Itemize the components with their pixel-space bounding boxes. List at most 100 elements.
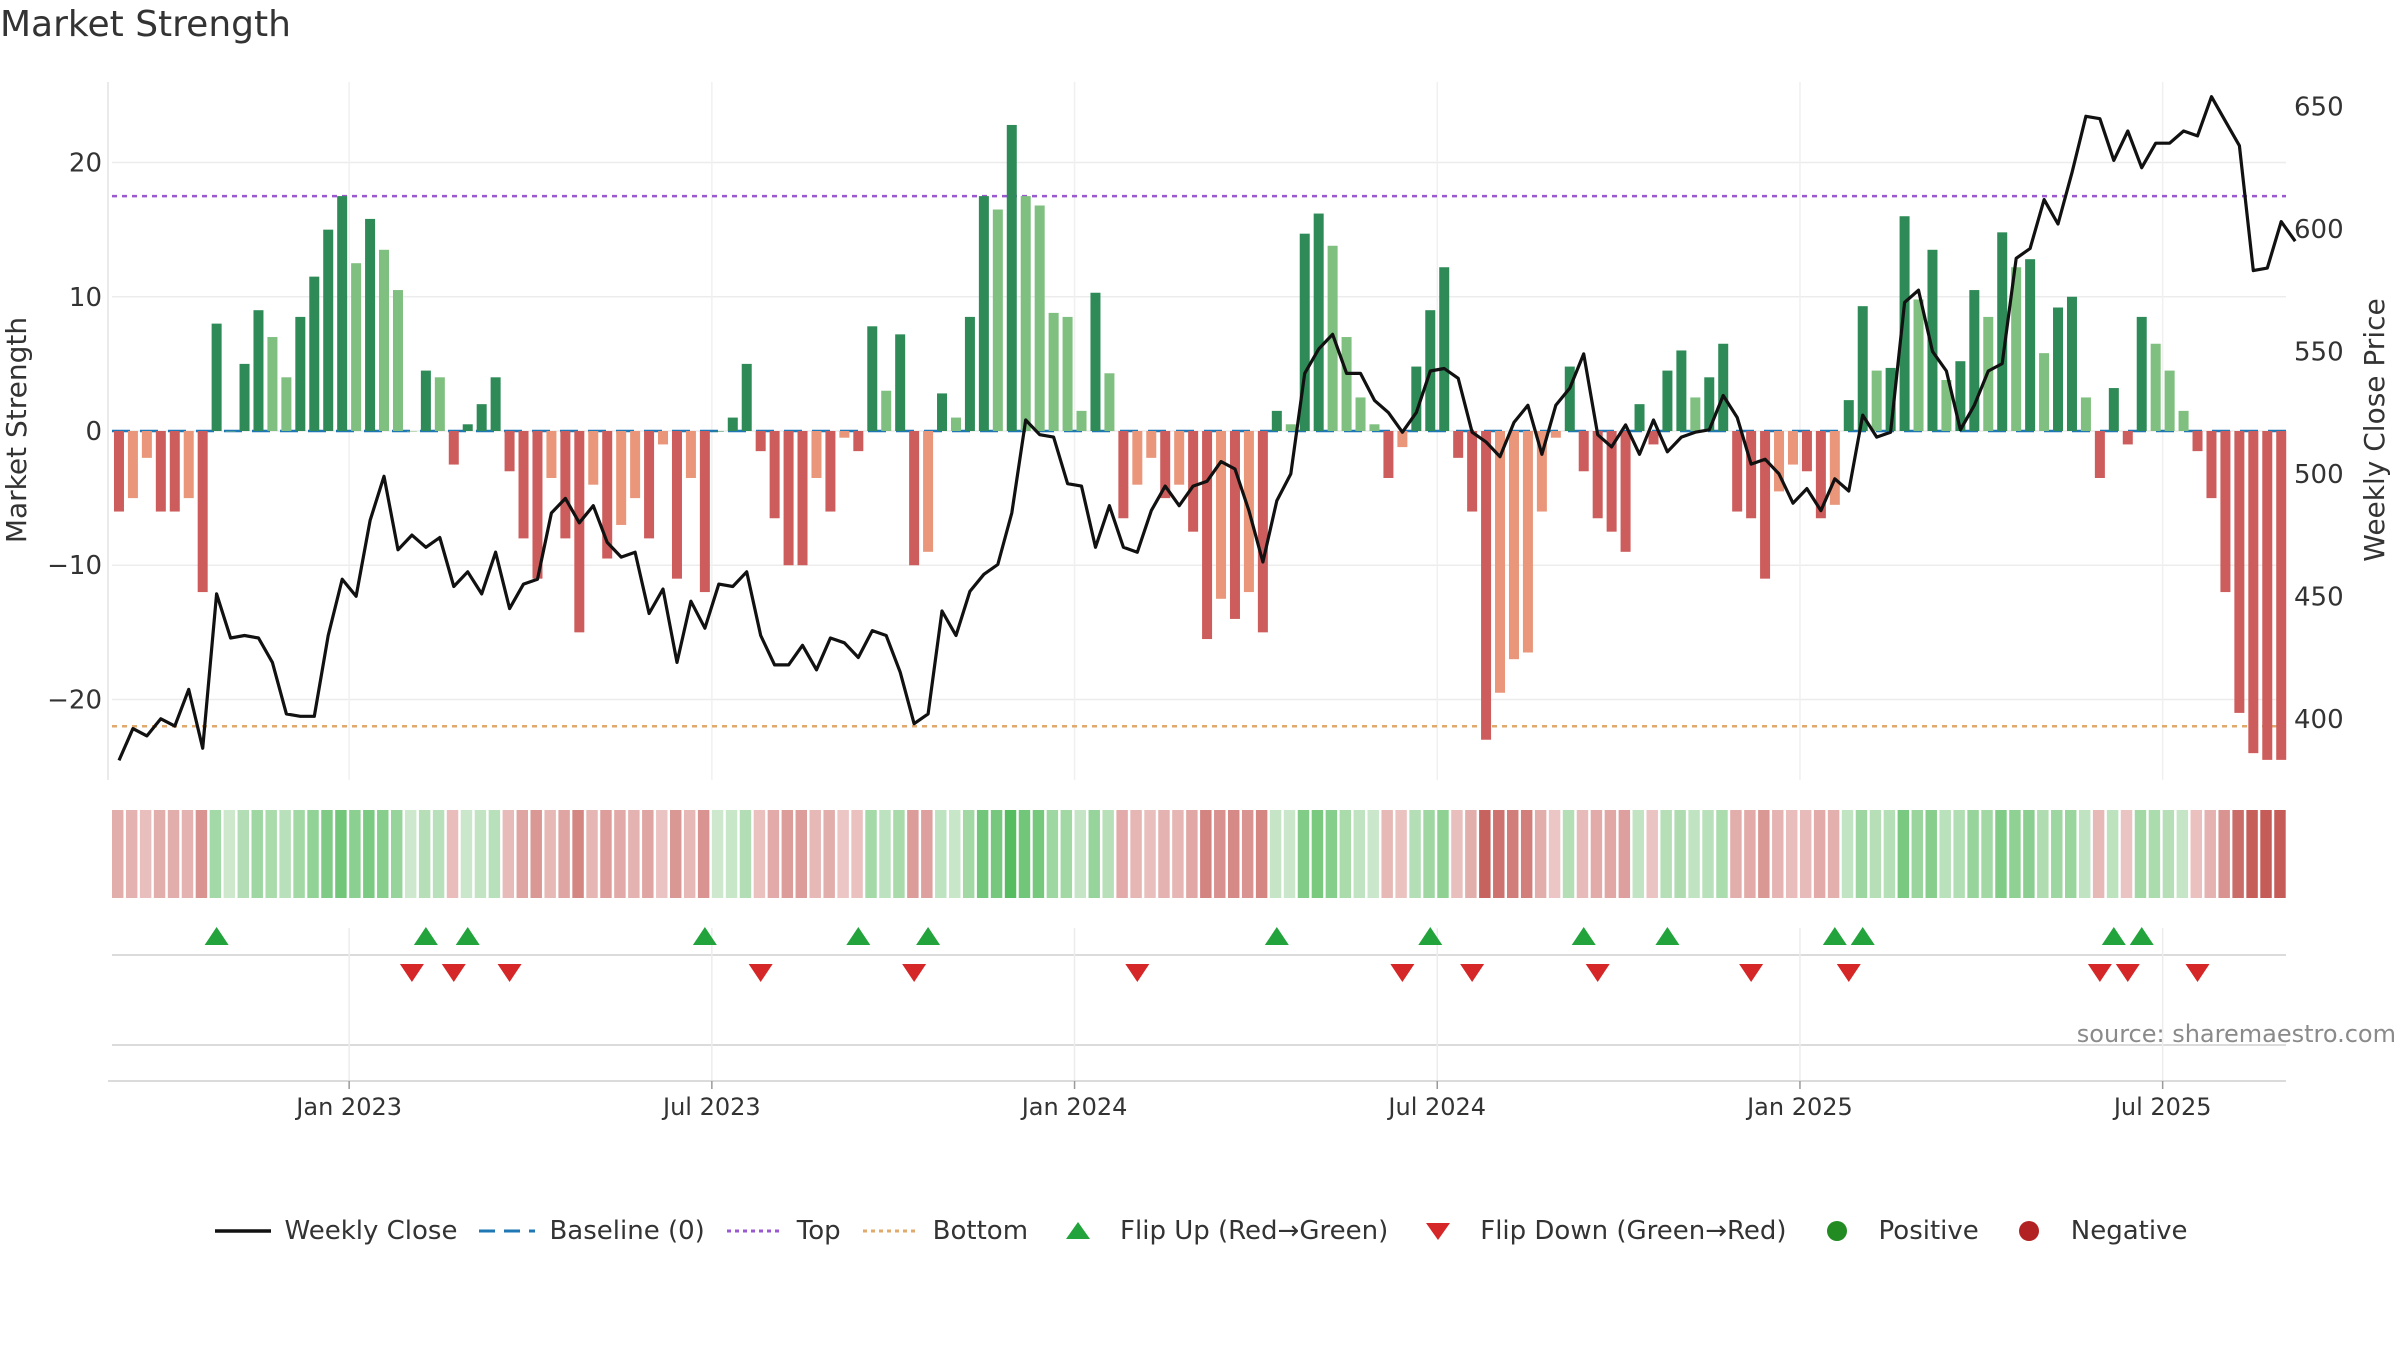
strength-bar	[1746, 431, 1757, 519]
legend-item-baseline: Baseline (0)	[477, 1216, 705, 1246]
strength-bar	[1648, 431, 1659, 445]
strength-bar	[1411, 366, 1422, 431]
heat-cell	[2092, 810, 2105, 898]
heat-cell	[293, 810, 305, 898]
strength-bar	[183, 431, 194, 499]
legend-item-down: Flip Down (Green→Red)	[1408, 1216, 1787, 1246]
strength-bar	[1787, 431, 1798, 465]
strength-bar	[1397, 431, 1408, 448]
heat-cell	[767, 810, 780, 898]
strength-bar	[839, 431, 850, 438]
heat-cell	[1255, 810, 1268, 898]
heat-cell	[335, 810, 347, 898]
heat-cell	[1869, 810, 1882, 898]
heat-cell	[1214, 810, 1226, 898]
heat-cell	[2260, 810, 2272, 898]
heat-cell	[460, 810, 473, 898]
flip-down-marker	[1125, 964, 1150, 982]
heat-cell	[1200, 810, 1212, 898]
heat-cell	[2134, 810, 2147, 898]
heat-cell	[642, 810, 654, 898]
heat-cell	[2218, 810, 2230, 898]
strength-bar	[2080, 397, 2091, 431]
strength-bar	[2136, 316, 2147, 431]
strength-bar	[602, 431, 613, 559]
strength-bar	[141, 431, 152, 458]
strength-bar	[295, 316, 306, 431]
strength-bar	[2220, 431, 2231, 593]
heat-cell	[614, 810, 626, 898]
strength-bar	[1857, 306, 1868, 431]
heat-cell	[1102, 810, 1114, 898]
strength-bar	[699, 431, 710, 593]
heat-cell	[711, 810, 724, 898]
heat-cell	[2190, 810, 2202, 898]
heat-cell	[2065, 810, 2077, 898]
strength-bar	[783, 431, 794, 566]
heat-cell	[1395, 810, 1407, 898]
heat-cell	[1855, 810, 1868, 898]
strength-bar	[379, 249, 390, 431]
flip-down-marker	[1836, 964, 1861, 982]
strength-bar	[1202, 431, 1213, 640]
x-tick-label: Jan 2023	[294, 1093, 402, 1121]
flip-down-marker	[1390, 964, 1415, 982]
heat-cell	[1172, 810, 1184, 898]
heat-cell	[1772, 810, 1784, 898]
legend-item-bottom: Bottom	[861, 1216, 1028, 1246]
strength-bar	[1941, 379, 1952, 431]
strength-bar	[895, 334, 906, 431]
strength-bar	[2108, 388, 2119, 431]
strength-bar	[2053, 307, 2064, 431]
flip-down-marker	[497, 964, 522, 982]
strength-bar	[1913, 299, 1924, 431]
strength-bar	[797, 431, 808, 566]
heat-cell	[893, 810, 905, 898]
x-axis: Jan 2023 Jul 2023 Jan 2024 Jul 2024 Jan 2025…	[108, 1080, 2286, 1121]
heat-cell	[265, 810, 277, 898]
strength-bar	[1606, 431, 1617, 532]
heat-cell	[851, 810, 863, 898]
legend-label: Weekly Close	[284, 1216, 458, 1246]
legend-label: Top	[796, 1216, 841, 1246]
strength-bar	[2122, 431, 2133, 445]
strength-bar	[113, 431, 124, 512]
heat-cell	[1423, 810, 1435, 898]
heat-cell	[1088, 810, 1100, 898]
heat-cell	[2023, 810, 2035, 898]
heat-cell	[488, 810, 501, 898]
heat-cell	[2274, 810, 2286, 898]
strength-bar	[2094, 431, 2105, 478]
strength-bar	[434, 377, 445, 431]
strength-bar	[644, 431, 655, 539]
heat-cell	[2148, 810, 2161, 898]
strength-bar	[964, 316, 975, 431]
heat-cell	[683, 810, 696, 898]
heat-cell	[949, 810, 961, 898]
heat-cell	[1786, 810, 1798, 898]
heat-cell	[2204, 810, 2216, 898]
heat-cell	[474, 810, 487, 898]
heat-cell	[1241, 810, 1254, 898]
flip-up-marker	[1822, 927, 1847, 945]
heat-cell	[349, 810, 361, 898]
flip-up-marker	[1418, 927, 1443, 945]
strength-bar	[713, 431, 724, 432]
flip-down-marker	[2185, 964, 2210, 982]
strength-bar	[1090, 292, 1101, 431]
reference-lines	[112, 194, 2286, 728]
flip-down-marker	[1739, 964, 1764, 982]
heat-cell	[1018, 810, 1031, 898]
strength-bar	[2206, 431, 2217, 499]
heat-cell	[697, 810, 710, 898]
strength-bar	[1048, 312, 1059, 431]
heat-cell	[1688, 810, 1700, 898]
right-tick-label: 500	[2294, 460, 2344, 490]
strength-bar	[1160, 431, 1171, 499]
strength-bar	[1522, 431, 1533, 653]
right-tick-label: 400	[2294, 705, 2344, 735]
heat-cell	[1674, 810, 1686, 898]
right-tick-label: 650	[2294, 92, 2344, 122]
strength-bar	[1034, 205, 1045, 431]
